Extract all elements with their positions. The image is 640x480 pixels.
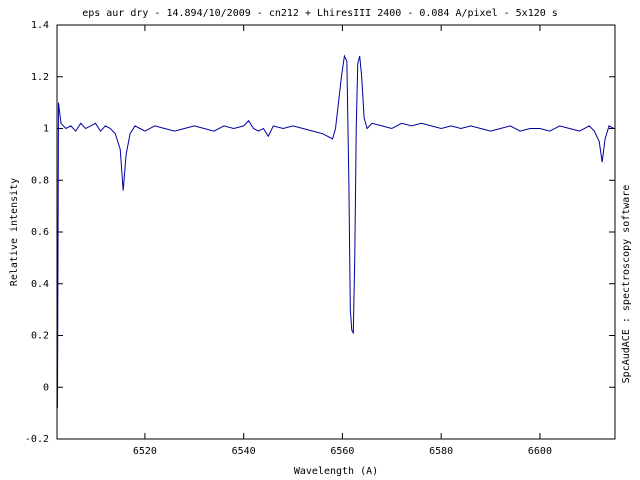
x-tick-label: 6540 (232, 446, 256, 457)
x-tick-label: 6520 (133, 446, 157, 457)
x-axis-label: Wavelength (A) (294, 466, 378, 477)
y-tick-label: 1 (43, 124, 49, 135)
spectrum-line (56, 54, 615, 408)
y-tick-label: 1.4 (31, 20, 49, 31)
side-note: SpcAudACE : spectroscopy software (621, 185, 632, 384)
y-tick-label: 0.8 (31, 175, 49, 186)
y-tick-label: 1.2 (31, 72, 49, 83)
y-tick-label: 0.2 (31, 331, 49, 342)
y-tick-label: 0.4 (31, 279, 49, 290)
y-axis-label: Relative intensity (9, 178, 20, 286)
x-tick-label: 6560 (330, 446, 354, 457)
y-tick-label: 0 (43, 382, 49, 393)
x-tick-label: 6580 (429, 446, 453, 457)
chart-title: eps aur dry - 14.894/10/2009 - cn212 + L… (82, 8, 558, 19)
x-tick-label: 6600 (528, 446, 552, 457)
y-tick-label: -0.2 (25, 434, 49, 445)
plot-frame (56, 24, 616, 440)
y-tick-label: 0.6 (31, 227, 49, 238)
